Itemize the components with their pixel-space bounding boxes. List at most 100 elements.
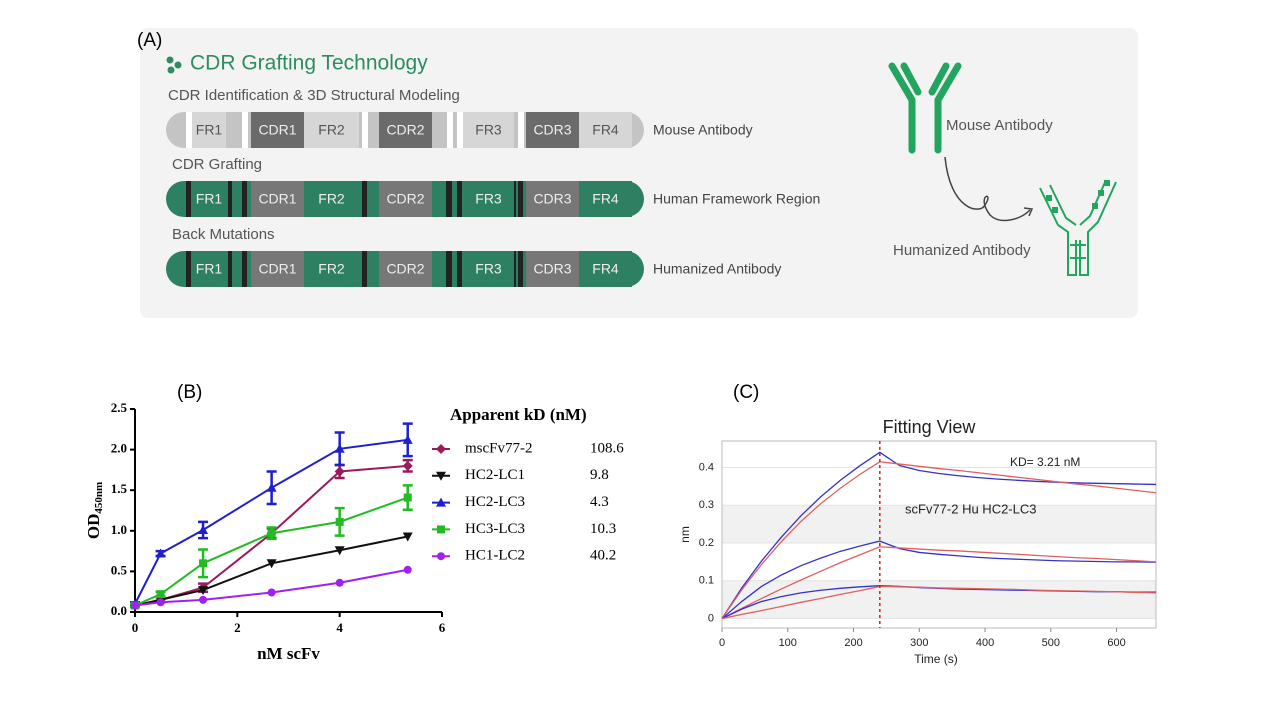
x-tick-label: 300 — [910, 637, 928, 649]
arrow-head — [1023, 207, 1034, 217]
junction — [186, 251, 191, 287]
segment-label: CDR1 — [258, 191, 296, 207]
marker — [198, 524, 209, 534]
segment-label: FR4 — [592, 191, 619, 207]
marker — [199, 559, 208, 568]
legend-label: HC2-LC1 — [465, 467, 525, 483]
segment-label: FR4 — [592, 261, 619, 277]
marker — [131, 601, 139, 610]
marker — [266, 482, 277, 492]
row-caption: Human Framework Region — [653, 191, 820, 207]
row-heading: Back Mutations — [172, 226, 275, 243]
grid-band — [722, 580, 1156, 619]
fr-segment — [304, 112, 359, 148]
series-line — [134, 568, 408, 607]
segment-label: FR2 — [318, 122, 345, 138]
y-tick-label: 0 — [708, 612, 714, 624]
marker — [156, 598, 165, 607]
rows: CDR Identification & 3D Structural Model… — [166, 87, 820, 287]
marker — [403, 565, 412, 574]
legend-marker — [436, 497, 446, 507]
junction — [228, 181, 232, 217]
y-tick-label: 0.4 — [699, 461, 714, 473]
sensorgram — [721, 540, 1157, 620]
legend-marker — [436, 471, 446, 481]
cdr-segment — [251, 112, 304, 148]
panel-label: (C) — [733, 382, 759, 403]
y-tick-label: 0.1 — [699, 575, 714, 587]
gap — [242, 112, 248, 148]
legend-kd: 108.6 — [590, 440, 624, 456]
segment-label: FR2 — [318, 261, 345, 277]
series-line — [134, 535, 408, 607]
legend-marker — [437, 552, 445, 561]
legend-marker — [437, 525, 445, 534]
marker — [156, 590, 165, 599]
x-tick-label: 6 — [439, 620, 446, 635]
segment-label: CDR2 — [386, 191, 424, 207]
grid-band — [722, 505, 1156, 543]
mouse-antibody-icon — [888, 62, 962, 154]
segment-label: CDR1 — [258, 122, 296, 138]
marker — [402, 460, 413, 471]
fr-segment — [579, 112, 632, 148]
segment-label: CDR2 — [386, 261, 424, 277]
cdr-segment — [379, 112, 432, 148]
x-tick-label: 200 — [844, 637, 862, 649]
segment-label: FR4 — [592, 122, 619, 138]
arrow — [944, 156, 1031, 222]
cdr-segment — [379, 251, 432, 287]
junction — [242, 181, 247, 217]
legend-label: mscFv77-2 — [465, 440, 533, 456]
junction — [518, 251, 523, 287]
cdr-marks — [1046, 180, 1110, 213]
fr-segment — [192, 181, 226, 217]
gap — [457, 112, 463, 148]
fr-segment — [192, 251, 226, 287]
row-caption: Mouse Antibody — [653, 122, 753, 138]
sensorgram — [721, 461, 1157, 619]
panel-label: (A) — [137, 30, 162, 51]
y-tick-label: 1.0 — [111, 522, 127, 537]
chart-b: (B) 0.0 0.5 1.0 1.5 2.0 2.5 0 2 4 6 nM scFv OD450nm A… — [84, 382, 624, 663]
gap — [186, 112, 192, 148]
fr-segment — [579, 251, 632, 287]
cdr-segment — [526, 181, 579, 217]
junction — [518, 181, 523, 217]
marker — [266, 559, 277, 569]
chart-c: (C) Fitting View 0 0.1 0.2 0.3 0.4 0 100 200 300 40… — [678, 382, 1157, 666]
legend-label: HC1-LC2 — [465, 548, 525, 564]
segment-label: FR1 — [196, 122, 223, 138]
cdr-segment — [526, 112, 579, 148]
x-axis-label: nM scFv — [257, 644, 320, 663]
y-label-sub: 450nm — [93, 482, 105, 514]
fr-segment — [463, 112, 514, 148]
y-tick-label: 0.3 — [699, 499, 714, 511]
segment-label: FR3 — [475, 261, 502, 277]
panel-a-background — [140, 28, 1138, 318]
row-caption: Humanized Antibody — [653, 261, 781, 277]
y-label-main: OD — [84, 514, 103, 540]
marker — [267, 529, 276, 538]
junction — [457, 181, 462, 217]
gap — [447, 112, 453, 148]
sensorgram — [721, 546, 1157, 620]
marker — [198, 586, 209, 596]
marker — [402, 434, 413, 444]
x-axis-label: Time (s) — [914, 652, 958, 666]
row-heading: CDR Identification & 3D Structural Model… — [168, 87, 460, 104]
y-axis-label: OD450nm — [84, 482, 105, 539]
fr-segment — [463, 181, 514, 217]
marker — [335, 578, 344, 587]
junction — [242, 251, 247, 287]
x-tick-label: 0 — [719, 637, 725, 649]
series-line — [134, 438, 408, 605]
x-tick-label: 100 — [779, 637, 797, 649]
sensorgram — [721, 585, 1157, 620]
icon-label: Humanized Antibody — [893, 242, 1031, 259]
segment-label: FR3 — [475, 122, 502, 138]
y-tick-label: 0.5 — [111, 562, 128, 577]
x-tick-label: 4 — [336, 620, 343, 635]
junction — [362, 251, 367, 287]
